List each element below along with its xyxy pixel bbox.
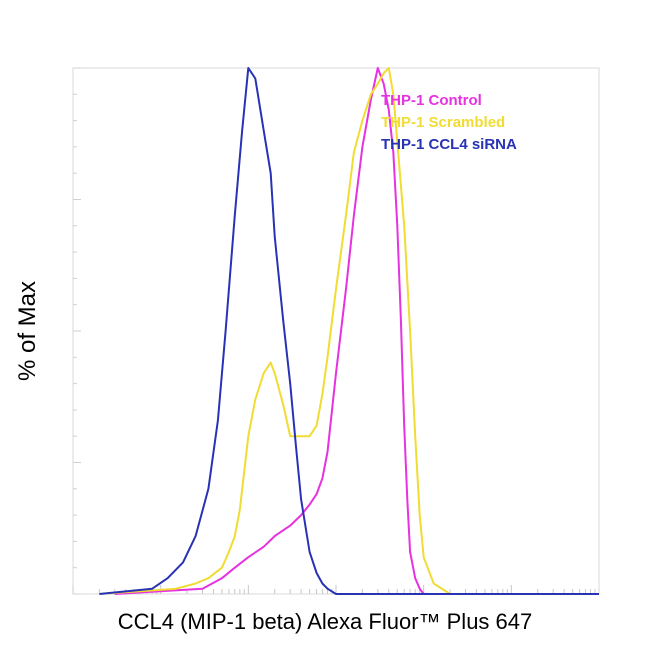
series-line-2 [99,67,599,595]
legend: THP-1 Control THP-1 Scrambled THP-1 CCL4 s… [381,92,517,153]
legend-entry-2: THP-1 Scrambled [381,114,505,131]
legend-entry-3: THP-1 CCL4 siRNA [381,136,517,153]
plot-frame [72,67,600,595]
y-axis-title: % of Max [14,281,41,381]
x-axis-title: CCL4 (MIP-1 beta) Alexa Fluor™ Plus 647 [118,609,533,634]
series-line-1 [114,67,599,595]
y-axis-ticks [73,67,81,595]
series-line-3 [99,67,599,595]
series-layer [99,67,599,595]
legend-entry-1: THP-1 Control [381,92,482,109]
